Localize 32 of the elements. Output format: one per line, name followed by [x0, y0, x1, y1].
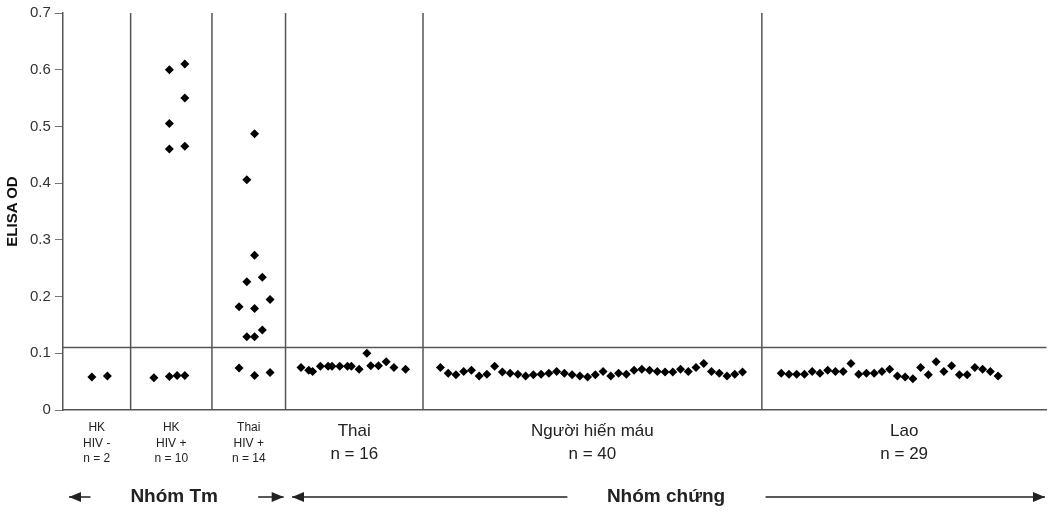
text: Thai HIV + n = 14 — [231, 420, 266, 467]
point — [164, 372, 174, 382]
y-tick-label: 0.4 — [29, 173, 51, 191]
point — [242, 277, 252, 287]
text: Nhóm chứng — [606, 484, 726, 508]
y-tick-label: 0.5 — [29, 116, 51, 134]
text: HK HIV + n = 10 — [154, 420, 189, 467]
text: Người hiến máu n = 40 — [531, 420, 654, 465]
text: Lao n = 29 — [880, 420, 929, 465]
point — [265, 368, 275, 378]
point — [164, 144, 174, 154]
y-tick-label: 0.6 — [29, 59, 51, 77]
point — [242, 332, 252, 342]
point — [250, 370, 260, 380]
y-tick-label: 0.2 — [29, 286, 51, 304]
text: HK HIV - n = 2 — [83, 420, 111, 467]
y-tick-label: 0.3 — [29, 230, 51, 247]
point — [180, 93, 190, 103]
point — [180, 370, 190, 380]
y-axis-title: ELISA OD — [3, 176, 21, 247]
y-tick-label: 0.1 — [29, 343, 51, 361]
point — [257, 325, 267, 335]
point — [250, 332, 260, 342]
point — [180, 141, 190, 151]
point — [250, 250, 260, 260]
point — [234, 363, 244, 373]
y-tick-label: 0 — [42, 400, 51, 418]
point — [250, 303, 260, 313]
y-tick-label: 0.7 — [29, 3, 51, 21]
point — [164, 119, 174, 129]
text: Nhóm Tm — [130, 484, 218, 508]
text: Thai n = 16 — [330, 420, 379, 465]
